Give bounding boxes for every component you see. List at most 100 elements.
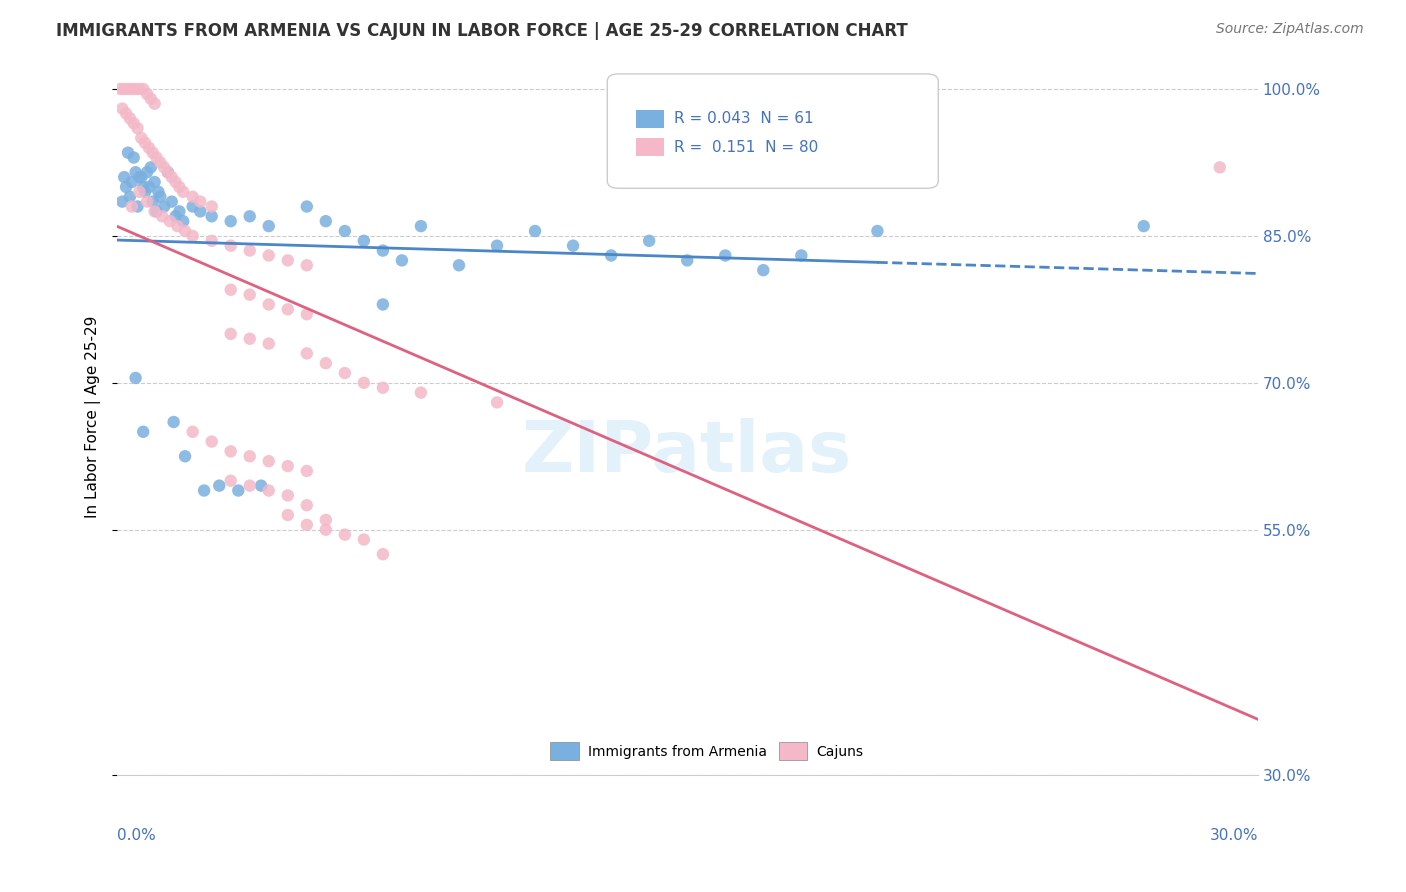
Point: [353, 234, 375, 248]
Point: [142, 194, 165, 209]
Text: R =  0.151  N = 80: R = 0.151 N = 80: [673, 140, 818, 155]
Point: [122, 116, 145, 130]
Text: R = 0.043  N = 61: R = 0.043 N = 61: [673, 112, 813, 127]
Point: [315, 513, 337, 527]
Point: [295, 307, 318, 321]
Point: [136, 165, 159, 179]
Point: [142, 145, 165, 160]
Point: [181, 228, 204, 243]
Point: [295, 258, 318, 272]
Point: [162, 415, 184, 429]
Point: [181, 425, 204, 439]
Point: [315, 356, 337, 370]
Point: [638, 234, 661, 248]
Point: [277, 458, 299, 473]
Point: [169, 180, 191, 194]
Point: [118, 112, 141, 126]
Point: [219, 283, 242, 297]
Point: [714, 248, 737, 262]
Point: [148, 185, 170, 199]
Point: [239, 244, 262, 258]
FancyBboxPatch shape: [607, 74, 938, 188]
Y-axis label: In Labor Force | Age 25-29: In Labor Force | Age 25-29: [86, 316, 101, 518]
Point: [143, 96, 166, 111]
FancyBboxPatch shape: [550, 742, 579, 760]
Point: [181, 190, 204, 204]
Point: [131, 131, 153, 145]
Point: [160, 194, 183, 209]
Point: [169, 204, 191, 219]
Point: [110, 82, 132, 96]
FancyBboxPatch shape: [636, 138, 665, 156]
Point: [111, 194, 134, 209]
Point: [277, 508, 299, 522]
Point: [117, 82, 139, 96]
Point: [201, 434, 224, 449]
Point: [226, 483, 249, 498]
Point: [153, 161, 176, 175]
Point: [239, 209, 262, 223]
Point: [676, 253, 699, 268]
Point: [128, 82, 150, 96]
Point: [128, 170, 150, 185]
Text: IMMIGRANTS FROM ARMENIA VS CAJUN IN LABOR FORCE | AGE 25-29 CORRELATION CHART: IMMIGRANTS FROM ARMENIA VS CAJUN IN LABO…: [56, 22, 908, 40]
Point: [115, 106, 138, 120]
Point: [115, 180, 138, 194]
Point: [333, 224, 356, 238]
Point: [156, 165, 179, 179]
Point: [257, 454, 280, 468]
Point: [174, 450, 197, 464]
Point: [149, 155, 172, 169]
Point: [219, 326, 242, 341]
Point: [315, 523, 337, 537]
Point: [117, 145, 139, 160]
Point: [131, 170, 153, 185]
Point: [111, 102, 134, 116]
Point: [295, 200, 318, 214]
Point: [219, 214, 242, 228]
Point: [219, 474, 242, 488]
Point: [165, 209, 187, 223]
Point: [208, 478, 231, 492]
Point: [239, 287, 262, 301]
Text: 30.0%: 30.0%: [1209, 829, 1258, 844]
Point: [447, 258, 470, 272]
Point: [239, 332, 262, 346]
Point: [136, 87, 159, 101]
Point: [112, 82, 135, 96]
Point: [165, 175, 187, 189]
Point: [121, 175, 143, 189]
Point: [149, 190, 172, 204]
Point: [145, 151, 167, 165]
Text: 0.0%: 0.0%: [117, 829, 155, 844]
Point: [132, 425, 155, 439]
Point: [132, 82, 155, 96]
Point: [257, 297, 280, 311]
Point: [485, 395, 508, 409]
Point: [371, 547, 394, 561]
Point: [134, 136, 156, 150]
Point: [112, 170, 135, 185]
Point: [277, 488, 299, 502]
Point: [193, 483, 215, 498]
Point: [139, 92, 162, 106]
Point: [156, 165, 179, 179]
Point: [150, 209, 173, 223]
Point: [257, 248, 280, 262]
Point: [790, 248, 813, 262]
Point: [160, 170, 183, 185]
Point: [201, 234, 224, 248]
Point: [295, 517, 318, 532]
Point: [353, 376, 375, 390]
Point: [188, 194, 211, 209]
Point: [485, 238, 508, 252]
Point: [174, 224, 197, 238]
Point: [409, 385, 432, 400]
Point: [866, 224, 889, 238]
Point: [524, 224, 547, 238]
Point: [371, 297, 394, 311]
Point: [239, 450, 262, 464]
Point: [138, 141, 160, 155]
Point: [409, 219, 432, 233]
Text: Cajuns: Cajuns: [815, 745, 863, 759]
